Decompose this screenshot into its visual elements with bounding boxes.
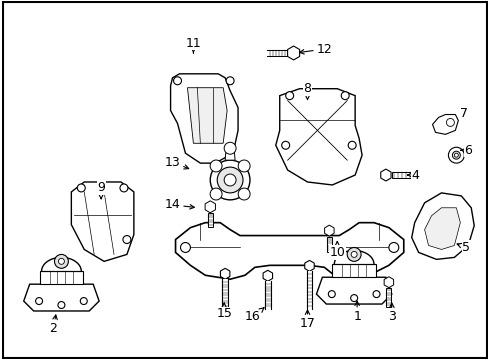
Circle shape: [373, 291, 380, 298]
Polygon shape: [40, 271, 83, 284]
Circle shape: [448, 147, 465, 163]
Text: 17: 17: [299, 310, 316, 330]
Circle shape: [123, 235, 131, 243]
Circle shape: [452, 151, 460, 159]
Polygon shape: [387, 288, 392, 307]
Text: 5: 5: [457, 241, 470, 254]
Text: 14: 14: [165, 198, 195, 211]
Circle shape: [77, 184, 85, 192]
Polygon shape: [225, 148, 235, 160]
Circle shape: [173, 77, 181, 85]
Circle shape: [217, 167, 243, 193]
Text: 6: 6: [461, 144, 472, 157]
Text: 11: 11: [186, 37, 201, 53]
Circle shape: [238, 160, 250, 172]
Polygon shape: [205, 201, 216, 213]
Polygon shape: [381, 169, 391, 181]
Polygon shape: [188, 88, 227, 143]
Text: 4: 4: [408, 168, 419, 181]
Polygon shape: [222, 279, 228, 309]
Circle shape: [224, 142, 236, 154]
Text: 7: 7: [460, 107, 468, 120]
Circle shape: [80, 298, 87, 305]
Circle shape: [351, 294, 358, 302]
Polygon shape: [288, 46, 300, 60]
Polygon shape: [425, 208, 460, 249]
Polygon shape: [433, 114, 458, 134]
Circle shape: [454, 153, 458, 157]
Text: 3: 3: [388, 303, 396, 323]
Circle shape: [341, 92, 349, 100]
Circle shape: [120, 184, 128, 192]
Circle shape: [282, 141, 290, 149]
Polygon shape: [392, 172, 416, 178]
Polygon shape: [412, 193, 474, 260]
Circle shape: [446, 118, 454, 126]
Circle shape: [351, 251, 357, 257]
Polygon shape: [175, 223, 404, 279]
Text: 1: 1: [353, 301, 361, 323]
Circle shape: [226, 77, 234, 85]
Circle shape: [36, 298, 43, 305]
Polygon shape: [276, 89, 362, 185]
Polygon shape: [327, 237, 332, 252]
Circle shape: [210, 160, 222, 172]
Polygon shape: [72, 182, 134, 261]
Polygon shape: [171, 74, 238, 163]
Text: 16: 16: [245, 308, 264, 323]
Circle shape: [238, 188, 250, 200]
Text: 2: 2: [49, 315, 57, 336]
Polygon shape: [263, 270, 272, 281]
Polygon shape: [384, 277, 393, 288]
Circle shape: [389, 243, 399, 252]
Circle shape: [54, 255, 69, 268]
Circle shape: [224, 174, 236, 186]
Circle shape: [58, 302, 65, 309]
Circle shape: [210, 160, 250, 200]
Text: 8: 8: [303, 82, 312, 99]
Polygon shape: [305, 260, 314, 271]
Circle shape: [210, 188, 222, 200]
Polygon shape: [265, 281, 270, 309]
Circle shape: [58, 258, 64, 264]
Circle shape: [328, 291, 335, 298]
Polygon shape: [307, 271, 312, 309]
Text: 13: 13: [165, 156, 189, 169]
Circle shape: [348, 141, 356, 149]
Polygon shape: [332, 264, 376, 277]
Circle shape: [347, 247, 361, 261]
Polygon shape: [208, 213, 213, 227]
Polygon shape: [220, 268, 230, 279]
Circle shape: [180, 243, 191, 252]
Text: 12: 12: [299, 42, 332, 55]
Text: 15: 15: [216, 303, 232, 320]
Polygon shape: [317, 277, 392, 304]
Polygon shape: [267, 50, 287, 56]
Polygon shape: [324, 225, 334, 236]
Circle shape: [286, 92, 294, 100]
Text: 10: 10: [329, 242, 345, 259]
Polygon shape: [24, 284, 99, 311]
Text: 9: 9: [97, 181, 105, 199]
